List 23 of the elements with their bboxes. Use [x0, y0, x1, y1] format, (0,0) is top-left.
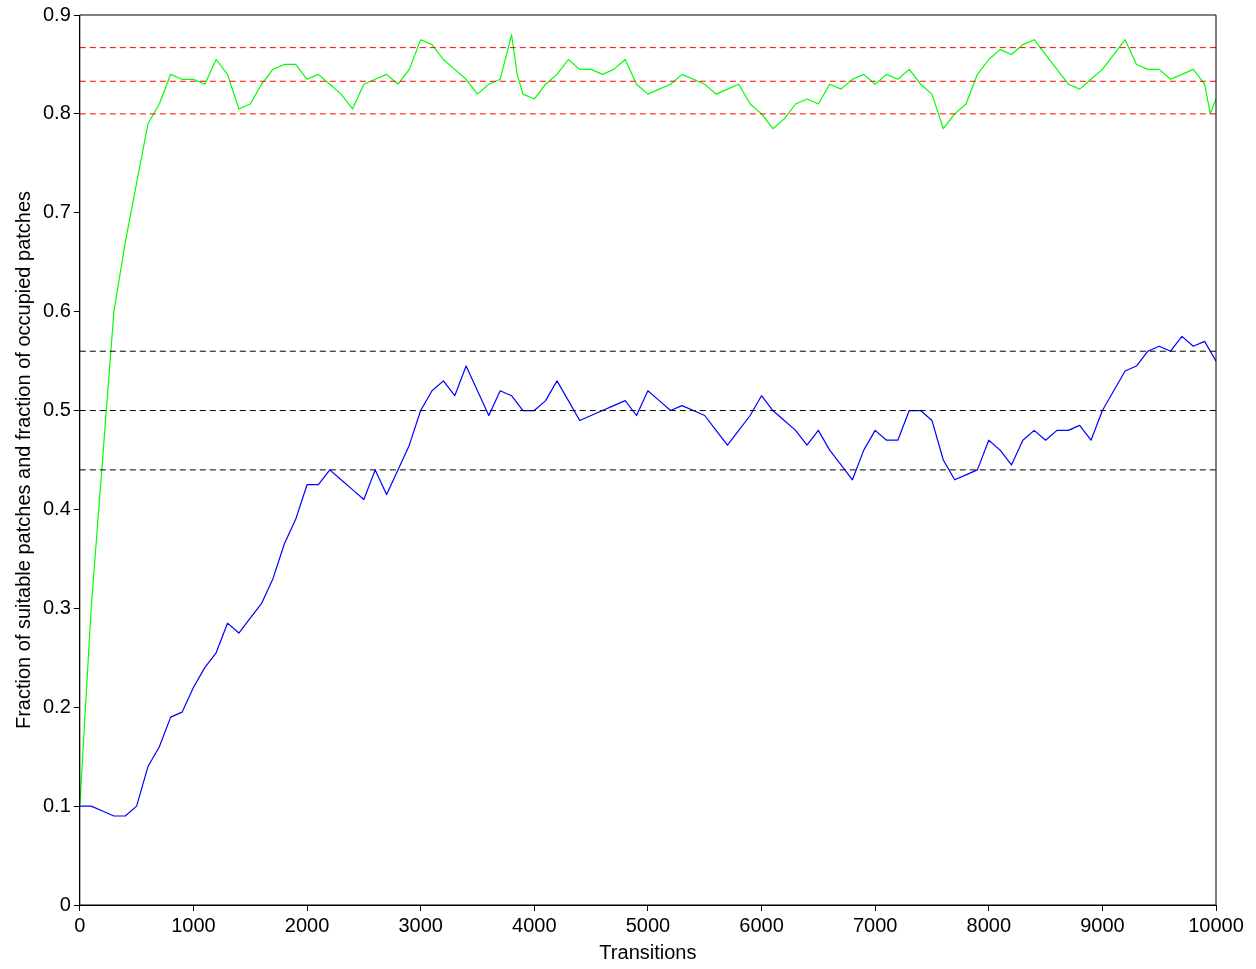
x-tick-label: 2000	[284, 913, 330, 936]
y-tick-label: 0	[59, 892, 71, 915]
x-tick-label: 4000	[512, 913, 557, 936]
y-tick-label: 0.5	[42, 398, 71, 421]
x-tick-label: 6000	[739, 913, 784, 936]
x-tick-label: 0	[74, 913, 86, 936]
x-tick-label: 5000	[625, 913, 671, 936]
y-tick-label: 0.7	[42, 200, 71, 223]
x-tick-label: 8000	[966, 913, 1012, 936]
x-tick-label: 1000	[171, 913, 216, 936]
y-tick-label: 0.8	[42, 101, 71, 124]
y-axis-title: Fraction of suitable patches and fraction of occupied patches	[11, 190, 34, 730]
x-tick-label: 9000	[1080, 913, 1125, 936]
x-tick-label: 10000	[1188, 913, 1244, 936]
y-tick-label: 0.1	[42, 793, 71, 816]
y-tick-label: 0.4	[42, 496, 71, 519]
y-tick-label: 0.6	[42, 299, 71, 322]
x-tick-label: 3000	[398, 913, 443, 936]
x-axis-title: Transitions	[599, 940, 697, 963]
y-tick-label: 0.3	[42, 595, 71, 618]
y-tick-label: 0.2	[42, 694, 71, 717]
y-tick-label: 0.9	[42, 2, 71, 25]
x-tick-label: 7000	[852, 913, 898, 936]
